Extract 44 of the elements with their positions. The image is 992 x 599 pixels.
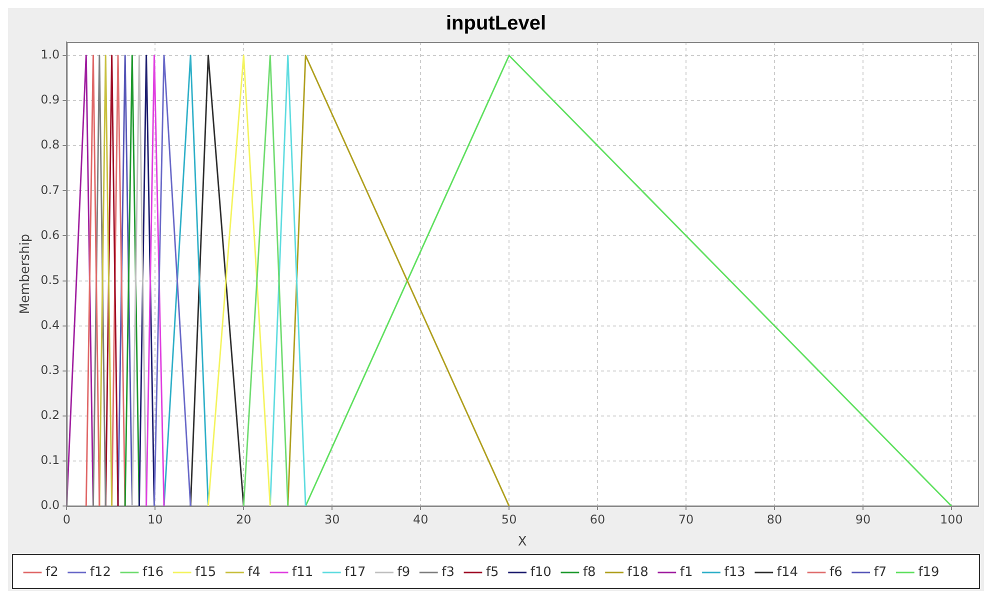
x-tick-label: 0 [62, 512, 71, 526]
y-tick-label: 0.7 [40, 182, 60, 197]
chart-title: inputLevel [446, 12, 546, 35]
y-tick-label: 0.3 [40, 362, 60, 377]
legend-label: f2 [46, 564, 58, 580]
legend-label: f13 [724, 564, 746, 580]
legend-label: f10 [530, 564, 552, 580]
legend-label: f9 [397, 564, 410, 580]
legend-label: f1 [680, 564, 693, 580]
legend-label: f17 [344, 564, 366, 580]
x-axis-title: X [518, 534, 527, 550]
y-tick-label: 1.0 [40, 48, 60, 62]
y-tick-label: 0.6 [40, 228, 60, 242]
y-tick-label: 0.2 [40, 408, 60, 422]
x-tick-label: 60 [590, 512, 606, 526]
legend-label: f18 [627, 564, 648, 580]
y-tick-label: 0.8 [40, 138, 60, 152]
legend-label: f11 [292, 564, 314, 580]
legend-label: f7 [874, 564, 887, 580]
legend-label: f16 [142, 564, 164, 580]
x-tick-label: 100 [940, 512, 963, 526]
x-tick-label: 20 [236, 512, 252, 526]
legend-label: f4 [248, 564, 261, 580]
y-tick-label: 0.0 [40, 498, 60, 512]
legend-label: f5 [486, 564, 499, 580]
x-tick-label: 50 [501, 512, 517, 526]
legend-label: f14 [776, 564, 798, 580]
legend-label: f15 [195, 564, 216, 580]
legend-label: f3 [442, 564, 454, 580]
x-tick-label: 90 [855, 512, 871, 526]
legend-label: f12 [90, 564, 111, 580]
y-axis-title: Membership [18, 234, 34, 314]
x-tick-label: 10 [148, 512, 163, 526]
legend-label: f6 [830, 564, 842, 580]
legend-label: f8 [582, 564, 596, 580]
y-tick-label: 0.1 [40, 453, 60, 468]
y-tick-label: 0.9 [40, 92, 60, 107]
y-tick-label: 0.5 [40, 272, 60, 287]
x-tick-label: 40 [412, 512, 428, 526]
x-tick-label: 80 [766, 512, 782, 526]
y-tick-label: 0.4 [40, 318, 60, 332]
x-tick-label: 70 [678, 512, 694, 526]
legend-label: f19 [918, 564, 940, 580]
x-tick-label: 30 [324, 512, 340, 526]
